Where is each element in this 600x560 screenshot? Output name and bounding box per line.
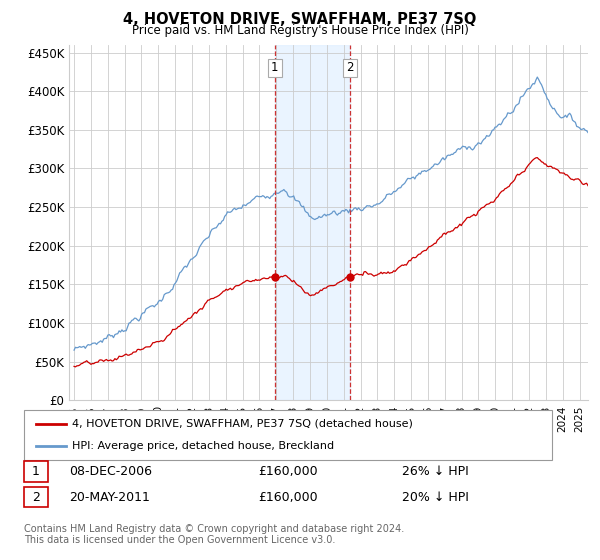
Text: 1: 1 xyxy=(271,62,278,74)
Text: Price paid vs. HM Land Registry's House Price Index (HPI): Price paid vs. HM Land Registry's House … xyxy=(131,24,469,37)
Text: 1: 1 xyxy=(32,465,40,478)
Text: £160,000: £160,000 xyxy=(258,491,317,504)
Text: HPI: Average price, detached house, Breckland: HPI: Average price, detached house, Brec… xyxy=(72,441,334,451)
Text: 4, HOVETON DRIVE, SWAFFHAM, PE37 7SQ (detached house): 4, HOVETON DRIVE, SWAFFHAM, PE37 7SQ (de… xyxy=(72,419,413,429)
Text: 2: 2 xyxy=(346,62,354,74)
Text: 2: 2 xyxy=(32,491,40,504)
Text: Contains HM Land Registry data © Crown copyright and database right 2024.
This d: Contains HM Land Registry data © Crown c… xyxy=(24,524,404,545)
Text: 20-MAY-2011: 20-MAY-2011 xyxy=(69,491,150,504)
Text: £160,000: £160,000 xyxy=(258,465,317,478)
Bar xyxy=(275,45,350,400)
Text: 08-DEC-2006: 08-DEC-2006 xyxy=(69,465,152,478)
Text: 26% ↓ HPI: 26% ↓ HPI xyxy=(402,465,469,478)
Text: 20% ↓ HPI: 20% ↓ HPI xyxy=(402,491,469,504)
Text: 4, HOVETON DRIVE, SWAFFHAM, PE37 7SQ: 4, HOVETON DRIVE, SWAFFHAM, PE37 7SQ xyxy=(124,12,476,27)
